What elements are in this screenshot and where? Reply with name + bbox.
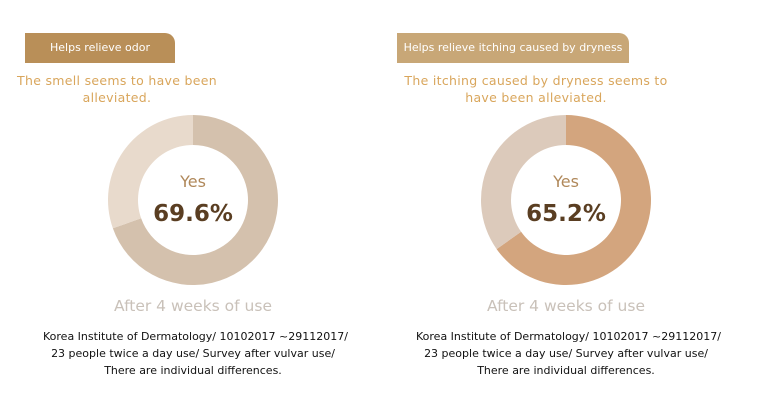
footer: After 4 weeks of use [114, 297, 272, 315]
note-line: 23 people twice a day use/ Survey after … [51, 347, 335, 360]
subtitle: The smell seems to have been alleviated. [17, 73, 217, 105]
note-line: 23 people twice a day use/ Survey after … [424, 347, 708, 360]
note-line: There are individual differences. [104, 364, 282, 377]
note-line: Korea Institute of Dermatology/ 10102017… [416, 330, 721, 343]
donut-segment [496, 115, 652, 285]
footer: After 4 weeks of use [487, 297, 645, 315]
note-line: There are individual differences. [477, 364, 655, 377]
donut-segment [107, 115, 193, 229]
note-line: Korea Institute of Dermatology/ 10102017… [43, 330, 348, 343]
subtitle: The itching caused by dryness seems to h… [404, 73, 668, 105]
center-value: 69.6% [153, 201, 233, 227]
center-label: Yes [552, 172, 579, 191]
center-label: Yes [179, 172, 206, 191]
donut-segment [112, 115, 279, 285]
center-value: 65.2% [526, 201, 606, 227]
header-tab: Helps relieve itching caused by dryness [397, 33, 629, 63]
header-tab: Helps relieve odor [25, 33, 175, 63]
donut-segment [481, 115, 566, 250]
